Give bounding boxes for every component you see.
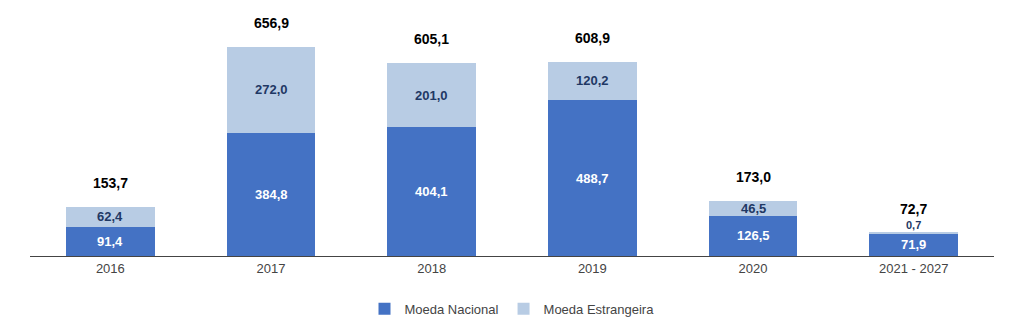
svg-text:2020: 2020 [739,261,768,276]
svg-text:2018: 2018 [417,261,446,276]
svg-text:62,4: 62,4 [97,209,123,224]
svg-text:46,5: 46,5 [741,201,766,216]
svg-text:153,7: 153,7 [93,175,128,191]
svg-text:201,0: 201,0 [415,88,448,103]
svg-text:384,8: 384,8 [255,187,288,202]
svg-text:173,0: 173,0 [736,169,771,185]
svg-text:272,0: 272,0 [255,82,288,97]
svg-text:Moeda Nacional: Moeda Nacional [405,302,499,317]
svg-text:488,7: 488,7 [576,171,609,186]
svg-text:2021 - 2027: 2021 - 2027 [879,261,948,276]
svg-text:71,9: 71,9 [901,237,926,252]
svg-text:2017: 2017 [257,261,286,276]
svg-text:0,7: 0,7 [906,219,921,231]
svg-text:91,4: 91,4 [97,234,123,249]
svg-text:72,7: 72,7 [900,201,927,217]
svg-text:608,9: 608,9 [575,30,610,46]
svg-text:126,5: 126,5 [737,228,770,243]
svg-text:656,9: 656,9 [254,15,289,31]
svg-text:2019: 2019 [578,261,607,276]
svg-text:404,1: 404,1 [415,184,448,199]
svg-text:605,1: 605,1 [414,31,449,47]
svg-text:120,2: 120,2 [576,73,609,88]
svg-text:2016: 2016 [96,261,125,276]
svg-text:Moeda Estrangeira: Moeda Estrangeira [544,302,655,317]
